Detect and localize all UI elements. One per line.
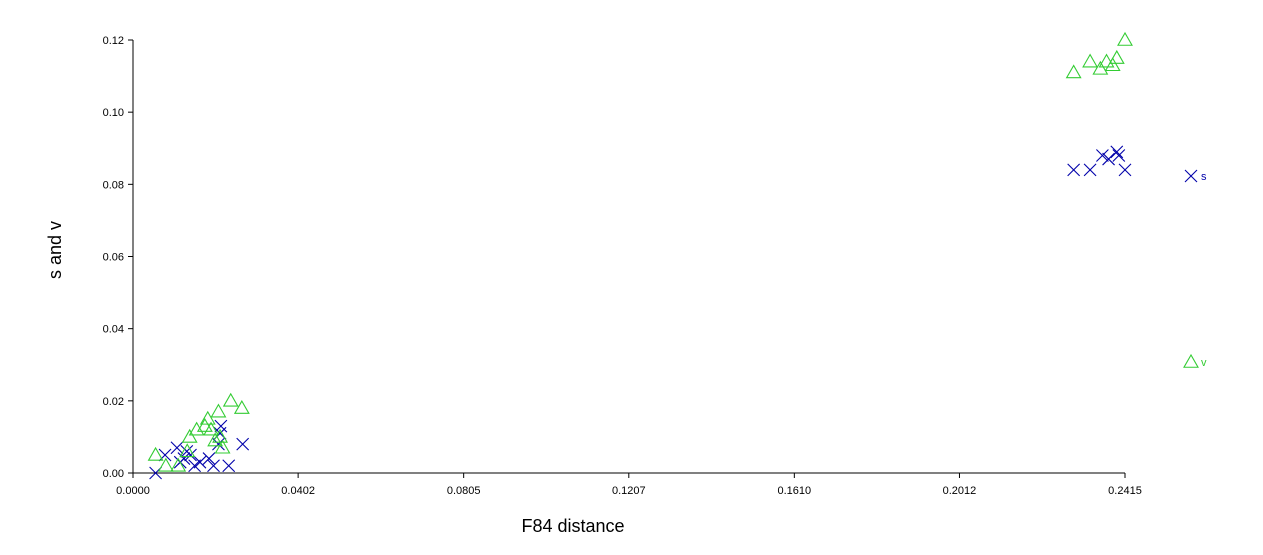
x-tick-label: 0.2012 xyxy=(943,485,977,497)
point-s xyxy=(1118,163,1132,177)
point-s xyxy=(222,459,236,473)
point-v xyxy=(196,417,213,432)
legend-marker-v xyxy=(1183,353,1199,368)
point-v xyxy=(181,428,198,443)
y-tick-label: 0.04 xyxy=(103,324,124,336)
point-s xyxy=(202,452,216,465)
point-v xyxy=(1065,64,1082,79)
y-tick-label: 0.10 xyxy=(103,107,124,119)
point-v xyxy=(1082,53,1099,68)
x-axis: 0.0000 0.0402 0.0805 0.1207 0.1610 0.2012 0.24… xyxy=(116,472,1142,497)
legend-label-s: s xyxy=(1201,171,1207,183)
y-tick-label: 0.08 xyxy=(103,179,124,191)
point-s xyxy=(214,419,228,433)
y-axis: 0.00 0.02 0.04 0.06 0.08 0.10 0.12 xyxy=(103,35,134,480)
point-v xyxy=(207,432,224,447)
point-s xyxy=(1110,145,1124,159)
x-tick-label: 0.1207 xyxy=(612,485,646,497)
point-s xyxy=(158,448,172,462)
x-tick-label: 0.1610 xyxy=(778,485,812,497)
point-v xyxy=(1092,60,1109,75)
x-axis-title: F84 distance xyxy=(521,516,624,536)
y-tick-label: 0.12 xyxy=(103,35,124,47)
point-s xyxy=(170,441,184,455)
legend-label-v: v xyxy=(1201,357,1207,369)
point-v xyxy=(233,399,250,414)
series-s xyxy=(149,145,1132,480)
point-v xyxy=(210,403,227,418)
point-v xyxy=(1098,53,1115,68)
point-v xyxy=(1117,31,1133,46)
legend-marker-s xyxy=(1184,169,1198,183)
point-v xyxy=(203,421,219,436)
y-tick-label: 0.02 xyxy=(103,396,124,408)
point-s xyxy=(207,459,220,473)
point-s xyxy=(1067,163,1081,177)
x-tick-label: 0.0000 xyxy=(116,485,150,497)
point-s xyxy=(1083,163,1097,177)
point-s xyxy=(1096,149,1109,162)
x-tick-label: 0.2415 xyxy=(1108,485,1142,497)
point-s xyxy=(236,437,250,451)
point-v xyxy=(147,446,164,461)
point-s xyxy=(1102,152,1115,166)
point-v xyxy=(214,439,231,454)
point-v xyxy=(179,443,196,458)
point-v xyxy=(1104,57,1121,72)
x-tick-label: 0.0402 xyxy=(281,485,315,497)
legend: sv xyxy=(1183,169,1207,369)
series-v xyxy=(147,31,1133,472)
point-s xyxy=(193,455,207,469)
y-axis-title: s and v xyxy=(45,221,65,279)
data-marks xyxy=(147,31,1133,480)
point-s xyxy=(188,459,202,473)
point-v xyxy=(170,457,187,472)
x-tick-label: 0.0805 xyxy=(447,485,481,497)
point-v xyxy=(188,421,205,436)
y-tick-label: 0.00 xyxy=(103,468,124,480)
point-s xyxy=(1112,149,1126,162)
point-v xyxy=(157,457,174,472)
point-v xyxy=(199,410,216,425)
point-v xyxy=(1108,49,1125,64)
point-v xyxy=(222,392,239,407)
y-tick-label: 0.06 xyxy=(103,252,124,264)
point-s xyxy=(184,448,197,462)
